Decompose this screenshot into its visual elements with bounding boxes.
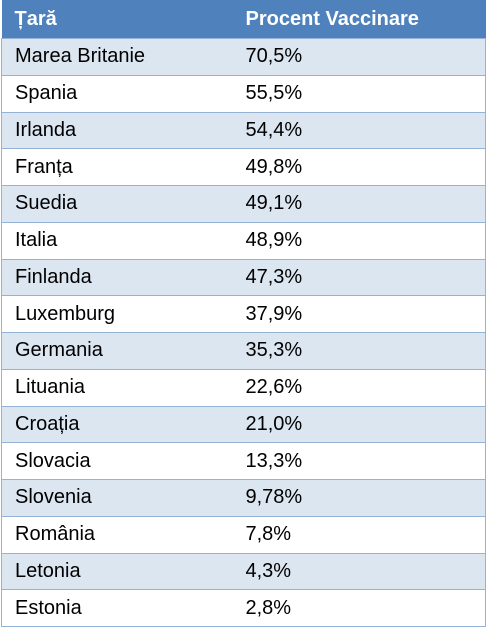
percent-cell: 70,5%: [232, 38, 486, 76]
percent-cell: 35,3%: [232, 332, 486, 370]
country-cell: Luxemburg: [1, 295, 233, 333]
country-cell: Franța: [1, 148, 233, 186]
percent-cell: 21,0%: [232, 405, 486, 443]
table-row: Spania 55,5%: [1, 74, 486, 112]
country-cell: Lituania: [1, 368, 233, 406]
table-body: Marea Britanie 70,5% Spania 55,5% Irlanda 54,…: [1, 38, 486, 627]
country-cell: Croația: [1, 405, 233, 443]
header-cell: Țară: [1, 0, 233, 39]
country-cell: Germania: [1, 332, 233, 370]
percent-cell: 4,3%: [232, 552, 486, 590]
table-row: Letonia 4,3%: [1, 552, 486, 590]
table-row: Estonia 2,8%: [1, 589, 486, 627]
percent-cell: 22,6%: [232, 368, 486, 406]
table-header: Țară Procent Vaccinare: [1, 0, 486, 39]
table-row: Slovenia 9,78%: [1, 479, 486, 517]
country-cell: Spania: [1, 74, 233, 112]
header-row: Țară Procent Vaccinare: [1, 0, 486, 39]
country-cell: Estonia: [1, 589, 233, 627]
table-row: Finlanda 47,3%: [1, 258, 486, 296]
table-row: Croația 21,0%: [1, 405, 486, 443]
table-row: Marea Britanie 70,5%: [1, 38, 486, 76]
table-row: Italia 48,9%: [1, 221, 486, 259]
percent-cell: 48,9%: [232, 221, 486, 259]
percent-cell: 54,4%: [232, 111, 486, 149]
country-cell: Slovacia: [1, 442, 233, 480]
table-row: Irlanda 54,4%: [1, 111, 486, 149]
percent-cell: 55,5%: [232, 74, 486, 112]
percent-cell: 13,3%: [232, 442, 486, 480]
header-cell: Procent Vaccinare: [232, 0, 486, 39]
country-cell: Slovenia: [1, 479, 233, 517]
country-cell: Finlanda: [1, 258, 233, 296]
table-row: Slovacia 13,3%: [1, 442, 486, 480]
country-cell: Italia: [1, 221, 233, 259]
country-cell: Marea Britanie: [1, 38, 233, 76]
country-cell: Irlanda: [1, 111, 233, 149]
table-row: Franța 49,8%: [1, 148, 486, 186]
percent-cell: 47,3%: [232, 258, 486, 296]
percent-cell: 7,8%: [232, 515, 486, 553]
table-row: Lituania 22,6%: [1, 368, 486, 406]
table-row: România 7,8%: [1, 515, 486, 553]
table-row: Suedia 49,1%: [1, 185, 486, 223]
percent-cell: 37,9%: [232, 295, 486, 333]
country-cell: Letonia: [1, 552, 233, 590]
table-row: Germania 35,3%: [1, 332, 486, 370]
percent-cell: 9,78%: [232, 479, 486, 517]
percent-cell: 2,8%: [232, 589, 486, 627]
country-cell: România: [1, 515, 233, 553]
percent-cell: 49,8%: [232, 148, 486, 186]
table-row: Luxemburg 37,9%: [1, 295, 486, 333]
country-cell: Suedia: [1, 185, 233, 223]
percent-cell: 49,1%: [232, 185, 486, 223]
